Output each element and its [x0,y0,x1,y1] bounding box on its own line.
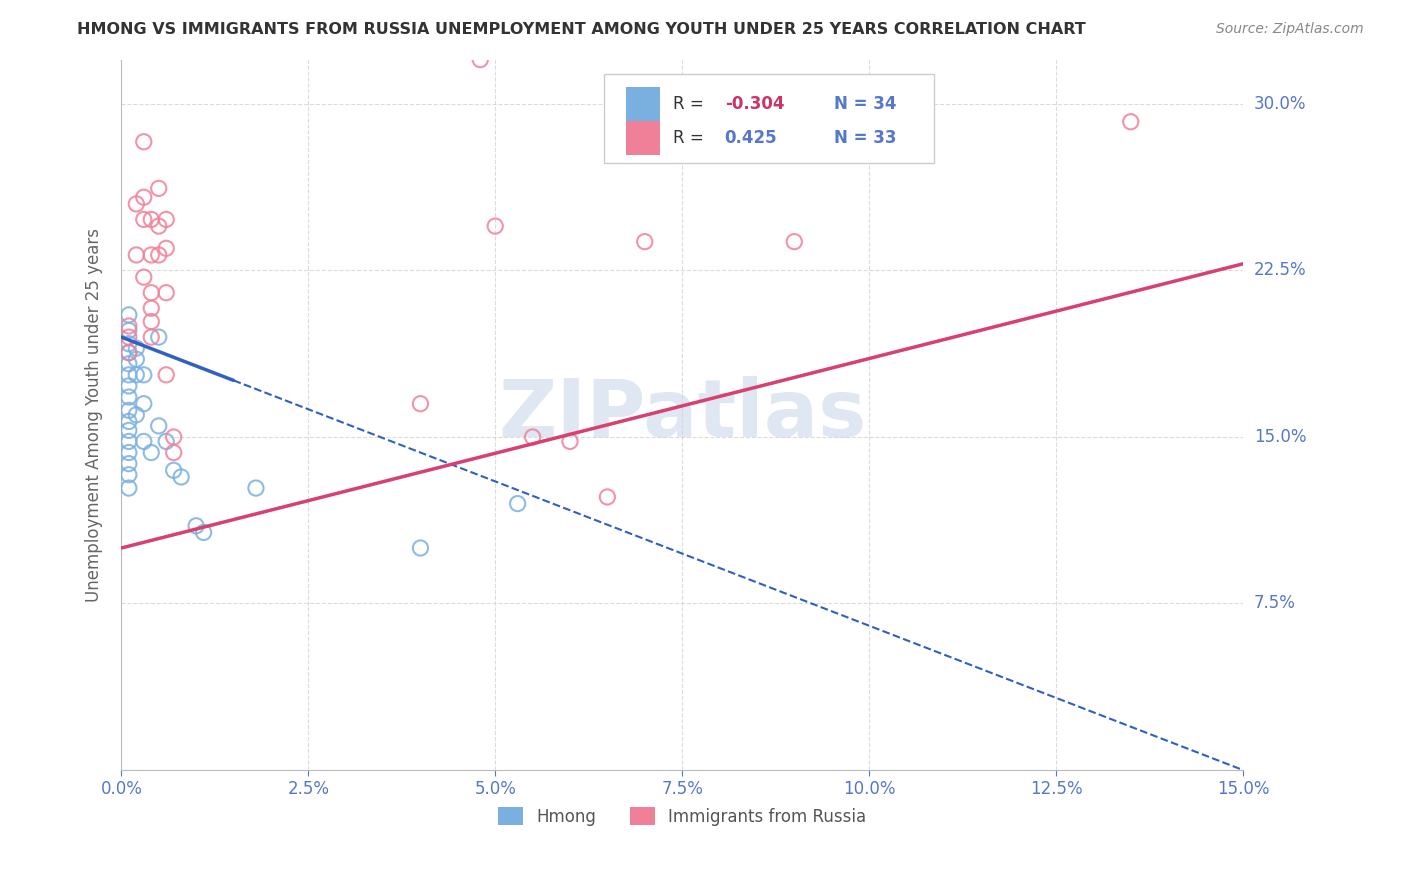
Point [125,248,148,262]
Point [118,467,141,482]
Point [470,53,492,67]
Point [132,397,155,411]
Point [125,341,148,355]
Point [596,490,619,504]
Point [132,212,155,227]
Point [148,248,170,262]
Point [118,457,141,471]
Point [155,212,177,227]
Point [125,352,148,367]
Point [132,190,155,204]
Point [118,308,141,322]
Text: Source: ZipAtlas.com: Source: ZipAtlas.com [1216,22,1364,37]
FancyBboxPatch shape [603,74,935,162]
Point [1119,115,1142,129]
Point [118,318,141,333]
Point [141,301,163,316]
Text: -0.304: -0.304 [724,95,785,113]
Point [163,463,186,477]
Point [148,330,170,344]
FancyBboxPatch shape [626,120,659,155]
Text: 30.0%: 30.0% [1254,95,1306,113]
Text: 7.5%: 7.5% [1254,594,1296,613]
Point [141,212,163,227]
Point [141,285,163,300]
Point [118,357,141,371]
Point [184,518,207,533]
Point [118,481,141,495]
Point [155,434,177,449]
Point [118,323,141,337]
Point [155,285,177,300]
Point [245,481,267,495]
Point [170,470,193,484]
Text: R =: R = [673,95,709,113]
Point [148,219,170,233]
Point [118,345,141,359]
Point [522,430,544,444]
Text: N = 34: N = 34 [834,95,896,113]
Point [118,336,141,351]
Text: HMONG VS IMMIGRANTS FROM RUSSIA UNEMPLOYMENT AMONG YOUTH UNDER 25 YEARS CORRELAT: HMONG VS IMMIGRANTS FROM RUSSIA UNEMPLOY… [77,22,1085,37]
FancyBboxPatch shape [626,87,659,121]
Point [118,390,141,404]
Point [506,497,529,511]
Point [409,397,432,411]
Point [163,445,186,459]
Point [141,314,163,328]
Text: 22.5%: 22.5% [1254,261,1306,279]
Point [155,241,177,255]
Point [118,330,141,344]
Point [132,434,155,449]
Point [193,525,215,540]
Point [118,423,141,437]
Legend: Hmong, Immigrants from Russia: Hmong, Immigrants from Russia [498,807,866,826]
Point [132,368,155,382]
Text: N = 33: N = 33 [834,128,896,147]
Point [118,434,141,449]
Text: 15.0%: 15.0% [1254,428,1306,446]
Point [118,368,141,382]
Point [163,430,186,444]
Point [783,235,806,249]
Point [125,408,148,422]
Point [118,403,141,417]
Point [125,197,148,211]
Point [118,379,141,393]
Point [118,445,141,459]
Point [409,541,432,555]
Point [141,445,163,459]
Text: ZIPatlas: ZIPatlas [498,376,866,454]
Point [634,235,657,249]
Point [484,219,506,233]
Point [132,135,155,149]
Point [125,368,148,382]
Y-axis label: Unemployment Among Youth under 25 years: Unemployment Among Youth under 25 years [86,227,103,602]
Point [148,418,170,433]
Point [118,414,141,428]
Point [132,270,155,285]
Point [155,368,177,382]
Point [141,248,163,262]
Text: 0.425: 0.425 [724,128,778,147]
Point [148,181,170,195]
Text: R =: R = [673,128,709,147]
Point [118,345,141,359]
Point [141,330,163,344]
Point [558,434,581,449]
